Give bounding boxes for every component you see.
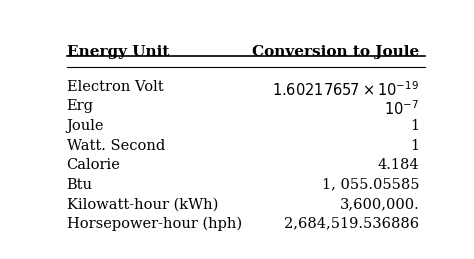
Text: Joule: Joule (66, 119, 104, 133)
Text: Watt. Second: Watt. Second (66, 139, 165, 153)
Text: Energy Unit: Energy Unit (66, 45, 169, 59)
Text: Calorie: Calorie (66, 158, 120, 172)
Text: Btu: Btu (66, 178, 92, 192)
Text: 4.184: 4.184 (378, 158, 419, 172)
Text: 1: 1 (410, 139, 419, 153)
Text: 3,600,000.: 3,600,000. (339, 197, 419, 211)
Text: $10^{-7}$: $10^{-7}$ (384, 99, 419, 118)
Text: Conversion to Joule: Conversion to Joule (252, 45, 419, 59)
Text: Electron Volt: Electron Volt (66, 80, 163, 94)
Text: Kilowatt-hour (kWh): Kilowatt-hour (kWh) (66, 197, 218, 211)
Text: 1: 1 (410, 119, 419, 133)
Text: 2,684,519.536886: 2,684,519.536886 (284, 217, 419, 231)
Text: $1.60217657 \times 10^{-19}$: $1.60217657 \times 10^{-19}$ (273, 80, 419, 99)
Text: Horsepower-hour (hph): Horsepower-hour (hph) (66, 217, 242, 231)
Text: Erg: Erg (66, 99, 93, 113)
Text: 1, 055.05585: 1, 055.05585 (322, 178, 419, 192)
